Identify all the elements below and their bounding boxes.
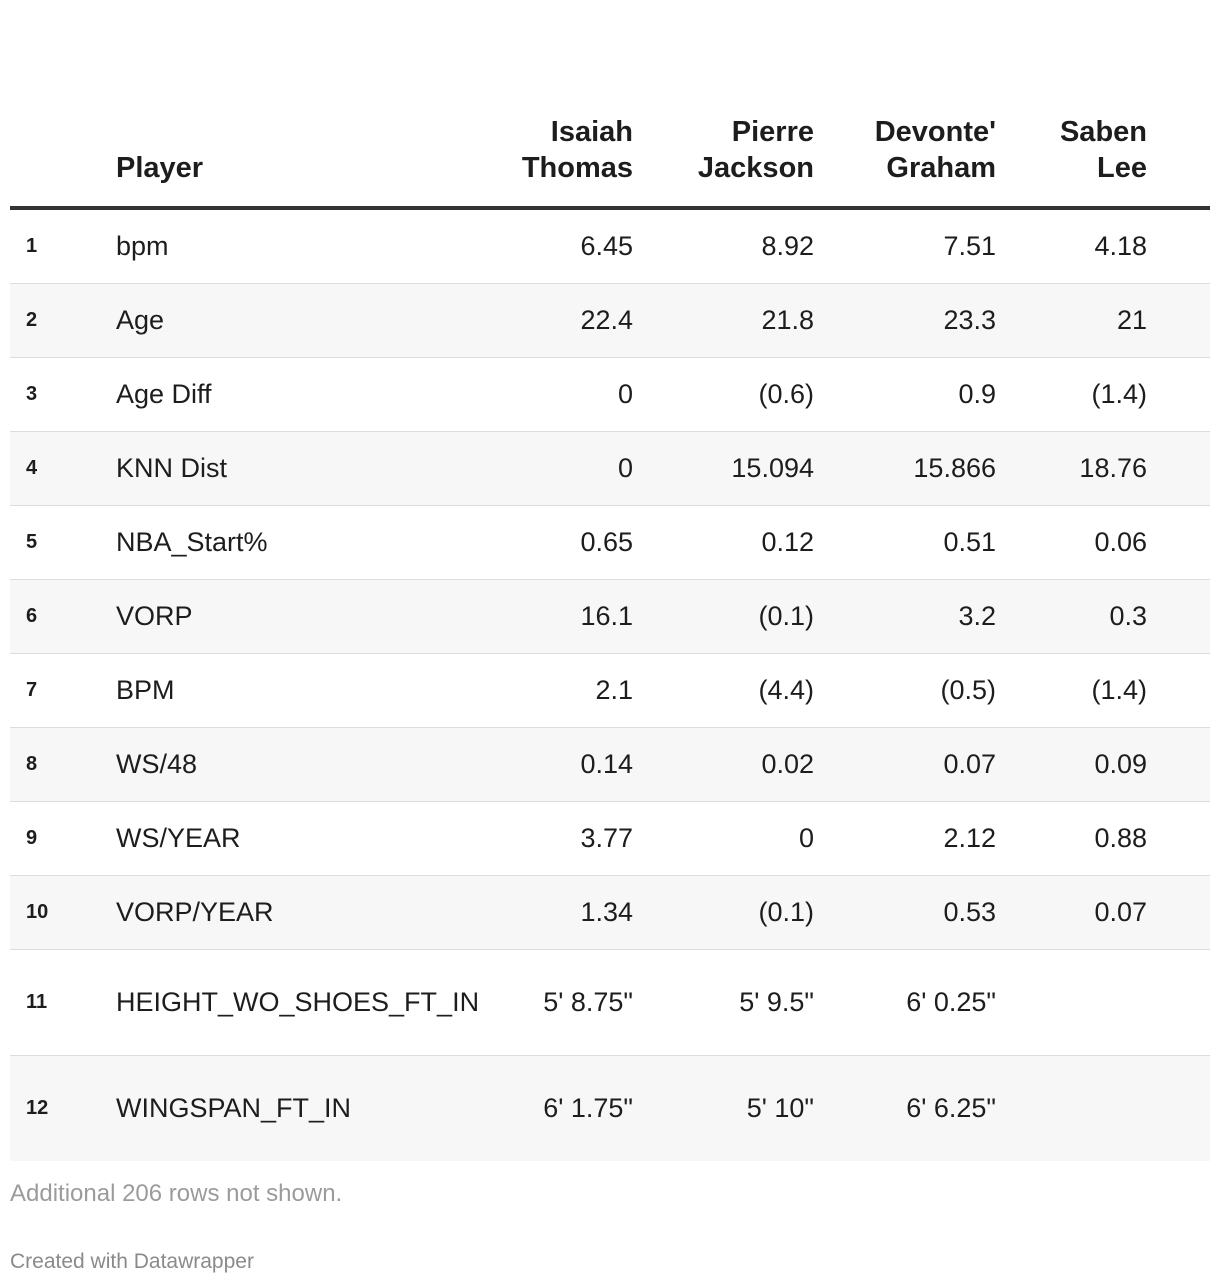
cell-stat-name: VORP/YEAR <box>116 897 274 927</box>
cell-isaiah-thomas: 0 <box>617 379 633 409</box>
row-index: 4 <box>26 457 38 479</box>
cell-saben-lee: 0.3 <box>1109 601 1147 631</box>
cell-pierre-jackson: (0.6) <box>758 379 814 409</box>
cell-isaiah-thomas: 5' 8.75" <box>543 987 633 1017</box>
row-index: 6 <box>26 605 38 627</box>
row-index: 12 <box>26 1097 49 1119</box>
cell-devonte-graham: (0.5) <box>940 675 996 705</box>
cell-saben-lee: 0.88 <box>1094 823 1147 853</box>
cell-devonte-graham: 0.53 <box>943 897 996 927</box>
row-index: 7 <box>26 679 38 701</box>
table-row: 10 VORP/YEAR 1.34 (0.1) 0.53 0.07 <box>10 876 1210 950</box>
cell-saben-lee: 0.09 <box>1094 749 1147 779</box>
table-row: 9 WS/YEAR 3.77 0 2.12 0.88 <box>10 802 1210 876</box>
cell-stat-name: WINGSPAN_FT_IN <box>116 1093 352 1123</box>
cell-stat-name: Age <box>116 305 165 335</box>
cell-pierre-jackson: 8.92 <box>761 231 814 261</box>
cell-stat-name: HEIGHT_WO_SHOES_FT_IN <box>116 987 480 1017</box>
row-index: 3 <box>26 383 38 405</box>
cell-pierre-jackson: (0.1) <box>758 601 814 631</box>
cell-devonte-graham: 7.51 <box>943 231 996 261</box>
cell-devonte-graham: 3.2 <box>958 601 996 631</box>
cell-pierre-jackson: 5' 9.5" <box>739 987 814 1017</box>
cell-saben-lee: 21 <box>1116 305 1147 335</box>
cell-stat-name: WS/YEAR <box>116 823 241 853</box>
row-index: 9 <box>26 827 38 849</box>
cell-stat-name: KNN Dist <box>116 453 228 483</box>
header-player: Player <box>116 152 204 184</box>
cell-isaiah-thomas: 16.1 <box>580 601 633 631</box>
cell-saben-lee: 0.07 <box>1094 897 1147 927</box>
table-row: 7 BPM 2.1 (4.4) (0.5) (1.4) <box>10 654 1210 728</box>
row-index: 8 <box>26 753 38 775</box>
cell-devonte-graham: 0.9 <box>958 379 996 409</box>
cell-stat-name: bpm <box>116 231 169 261</box>
row-index: 11 <box>26 991 48 1013</box>
cell-isaiah-thomas: 3.77 <box>580 823 633 853</box>
header-pierre-jackson: Pierre Jackson <box>697 116 814 184</box>
table-row: 1 bpm 6.45 8.92 7.51 4.18 <box>10 210 1210 284</box>
data-table: Player Isaiah Thomas Pierre Jackson Devo… <box>10 0 1210 1161</box>
row-index: 2 <box>26 309 38 331</box>
cell-isaiah-thomas: 2.1 <box>595 675 633 705</box>
cell-saben-lee: (1.4) <box>1091 675 1147 705</box>
cell-isaiah-thomas: 1.34 <box>580 897 633 927</box>
cell-devonte-graham: 23.3 <box>943 305 996 335</box>
credit-line: Created with Datawrapper <box>10 1250 254 1273</box>
cell-pierre-jackson: 21.8 <box>761 305 814 335</box>
cell-devonte-graham: 0.07 <box>943 749 996 779</box>
cell-stat-name: WS/48 <box>116 749 198 779</box>
table-row: 8 WS/48 0.14 0.02 0.07 0.09 <box>10 728 1210 802</box>
table-row: 12 WINGSPAN_FT_IN 6' 1.75" 5' 10" 6' 6.25" <box>10 1056 1210 1161</box>
cell-isaiah-thomas: 0.65 <box>580 527 633 557</box>
table-header: Player Isaiah Thomas Pierre Jackson Devo… <box>10 0 1210 210</box>
cell-pierre-jackson: 0 <box>798 823 814 853</box>
table-row: 3 Age Diff 0 (0.6) 0.9 (1.4) <box>10 358 1210 432</box>
cell-devonte-graham: 2.12 <box>943 823 996 853</box>
header-isaiah-thomas: Isaiah Thomas <box>521 116 633 184</box>
cell-saben-lee: (1.4) <box>1091 379 1147 409</box>
cell-pierre-jackson: 15.094 <box>731 453 814 483</box>
table-row: 4 KNN Dist 0 15.094 15.866 18.76 <box>10 432 1210 506</box>
cell-pierre-jackson: 5' 10" <box>746 1093 814 1123</box>
cell-pierre-jackson: 0.12 <box>761 527 814 557</box>
table-row: 5 NBA_Start% 0.65 0.12 0.51 0.06 <box>10 506 1210 580</box>
cell-isaiah-thomas: 6.45 <box>580 231 633 261</box>
table-body: 1 bpm 6.45 8.92 7.51 4.18 2 Age 22.4 21.8 23.3 21 3 A… <box>10 210 1210 1161</box>
table-notes: Additional 206 rows not shown. <box>10 1180 343 1207</box>
cell-pierre-jackson: (0.1) <box>758 897 814 927</box>
header-saben-lee: Saben Lee <box>1059 116 1147 184</box>
cell-stat-name: BPM <box>116 675 175 705</box>
cell-isaiah-thomas: 0.14 <box>580 749 633 779</box>
row-index: 1 <box>26 235 38 257</box>
cell-saben-lee: 4.18 <box>1094 231 1147 261</box>
cell-devonte-graham: 0.51 <box>943 527 996 557</box>
cell-stat-name: VORP <box>116 601 193 631</box>
cell-pierre-jackson: 0.02 <box>761 749 814 779</box>
cell-stat-name: Age Diff <box>116 379 212 409</box>
cell-saben-lee: 0.06 <box>1094 527 1147 557</box>
cell-devonte-graham: 6' 6.25" <box>906 1093 996 1123</box>
header-devonte-graham: Devonte' Graham <box>874 116 996 184</box>
cell-isaiah-thomas: 6' 1.75" <box>543 1093 633 1123</box>
row-index: 5 <box>26 531 38 553</box>
cell-stat-name: NBA_Start% <box>116 527 268 557</box>
table-row: 11 HEIGHT_WO_SHOES_FT_IN 5' 8.75" 5' 9.5" 6'… <box>10 950 1210 1056</box>
cell-pierre-jackson: (4.4) <box>758 675 814 705</box>
cell-devonte-graham: 6' 0.25" <box>906 987 996 1017</box>
table-row: 2 Age 22.4 21.8 23.3 21 <box>10 284 1210 358</box>
cell-devonte-graham: 15.866 <box>913 453 996 483</box>
cell-isaiah-thomas: 22.4 <box>580 305 633 335</box>
cell-isaiah-thomas: 0 <box>617 453 633 483</box>
table-row: 6 VORP 16.1 (0.1) 3.2 0.3 <box>10 580 1210 654</box>
cell-saben-lee: 18.76 <box>1079 453 1147 483</box>
row-index: 10 <box>26 901 49 923</box>
